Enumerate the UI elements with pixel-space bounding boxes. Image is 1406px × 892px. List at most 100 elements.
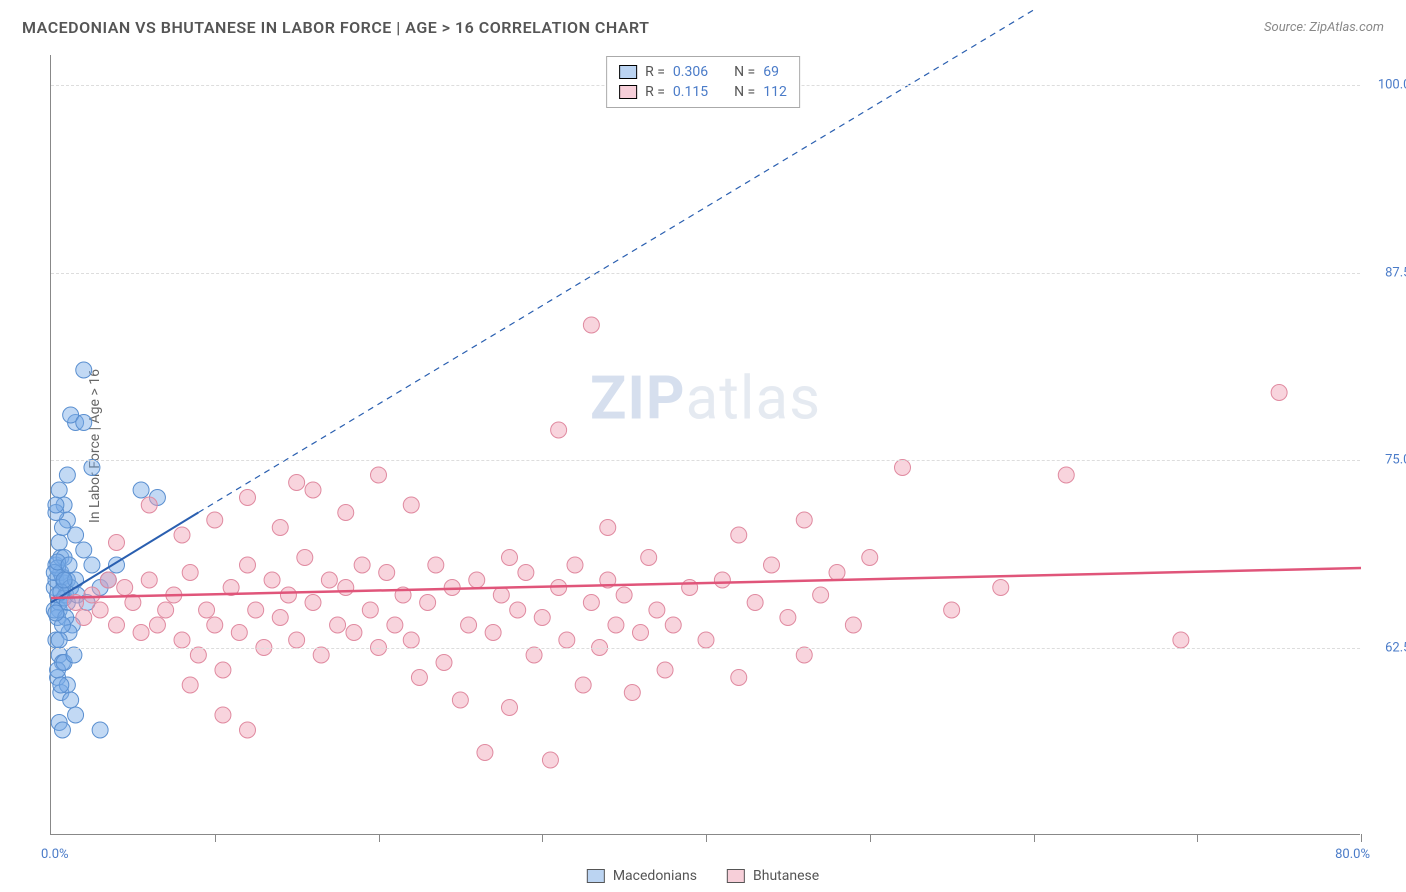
data-point xyxy=(379,565,395,581)
data-point xyxy=(510,602,526,618)
data-point xyxy=(133,482,149,498)
data-point xyxy=(633,625,649,641)
data-point xyxy=(321,572,337,588)
data-point xyxy=(240,722,256,738)
data-point xyxy=(54,722,70,738)
data-point xyxy=(600,520,616,536)
data-point xyxy=(240,490,256,506)
data-point xyxy=(92,722,108,738)
stats-legend-row: R =0.115N =112 xyxy=(619,82,787,102)
data-point xyxy=(895,460,911,476)
data-point xyxy=(48,497,64,513)
data-point xyxy=(297,550,313,566)
x-tick xyxy=(1197,834,1198,842)
data-point xyxy=(354,557,370,573)
data-point xyxy=(207,617,223,633)
x-tick xyxy=(1361,834,1362,842)
gridline xyxy=(51,648,1360,649)
data-point xyxy=(76,415,92,431)
data-point xyxy=(362,602,378,618)
data-point xyxy=(133,625,149,641)
data-point xyxy=(944,602,960,618)
plot-area: ZIPatlas 0.0% 80.0% 62.5%75.0%87.5%100.0… xyxy=(50,55,1360,835)
data-point xyxy=(575,677,591,693)
x-tick xyxy=(542,834,543,842)
legend-swatch xyxy=(587,869,605,883)
data-point xyxy=(149,617,165,633)
data-point xyxy=(313,647,329,663)
legend-swatch xyxy=(619,85,637,99)
data-point xyxy=(207,512,223,528)
correlation-chart: MACEDONIAN VS BHUTANESE IN LABOR FORCE |… xyxy=(0,0,1406,892)
data-point xyxy=(84,557,100,573)
source-attribution: Source: ZipAtlas.com xyxy=(1264,20,1384,35)
data-point xyxy=(420,595,436,611)
data-point xyxy=(190,647,206,663)
data-point xyxy=(518,565,534,581)
chart-title: MACEDONIAN VS BHUTANESE IN LABOR FORCE |… xyxy=(22,18,649,37)
data-point xyxy=(796,512,812,528)
data-point xyxy=(264,572,280,588)
stats-legend: R =0.306N =69R =0.115N =112 xyxy=(606,56,800,108)
data-point xyxy=(649,602,665,618)
data-point xyxy=(698,632,714,648)
data-point xyxy=(66,647,82,663)
data-point xyxy=(862,550,878,566)
data-point xyxy=(100,572,116,588)
data-point xyxy=(84,460,100,476)
data-point xyxy=(387,617,403,633)
data-point xyxy=(469,572,485,588)
x-tick xyxy=(379,834,380,842)
y-tick-label: 75.0% xyxy=(1385,453,1406,468)
data-point xyxy=(182,565,198,581)
data-point xyxy=(51,482,67,498)
data-point xyxy=(59,467,75,483)
data-point xyxy=(551,422,567,438)
gridline xyxy=(51,460,1360,461)
data-point xyxy=(764,557,780,573)
data-point xyxy=(109,617,125,633)
data-point xyxy=(714,572,730,588)
data-point xyxy=(616,587,632,603)
data-point xyxy=(657,662,673,678)
data-point xyxy=(542,752,558,768)
legend-item: Bhutanese xyxy=(727,868,819,884)
data-point xyxy=(461,617,477,633)
data-point xyxy=(68,707,84,723)
data-point xyxy=(330,617,346,633)
data-point xyxy=(272,520,288,536)
data-point xyxy=(608,617,624,633)
data-point xyxy=(141,572,157,588)
data-point xyxy=(731,670,747,686)
data-point xyxy=(829,565,845,581)
data-point xyxy=(403,632,419,648)
data-point xyxy=(1058,467,1074,483)
gridline xyxy=(51,273,1360,274)
legend-label: Macedonians xyxy=(613,868,697,884)
x-tick xyxy=(215,834,216,842)
data-point xyxy=(1271,385,1287,401)
data-point xyxy=(993,580,1009,596)
data-point xyxy=(477,745,493,761)
data-point xyxy=(502,550,518,566)
data-point xyxy=(665,617,681,633)
data-point xyxy=(63,692,79,708)
data-point xyxy=(436,655,452,671)
legend-label: Bhutanese xyxy=(753,868,819,884)
data-point xyxy=(682,580,698,596)
data-point xyxy=(174,632,190,648)
data-point xyxy=(289,632,305,648)
data-point xyxy=(92,602,108,618)
data-point xyxy=(641,550,657,566)
data-point xyxy=(583,595,599,611)
data-point xyxy=(485,625,501,641)
data-point xyxy=(813,587,829,603)
data-point xyxy=(280,587,296,603)
data-point xyxy=(53,677,69,693)
data-point xyxy=(493,587,509,603)
data-point xyxy=(305,482,321,498)
x-tick xyxy=(1034,834,1035,842)
data-point xyxy=(48,605,64,621)
r-label: R = xyxy=(645,84,665,100)
data-point xyxy=(76,362,92,378)
